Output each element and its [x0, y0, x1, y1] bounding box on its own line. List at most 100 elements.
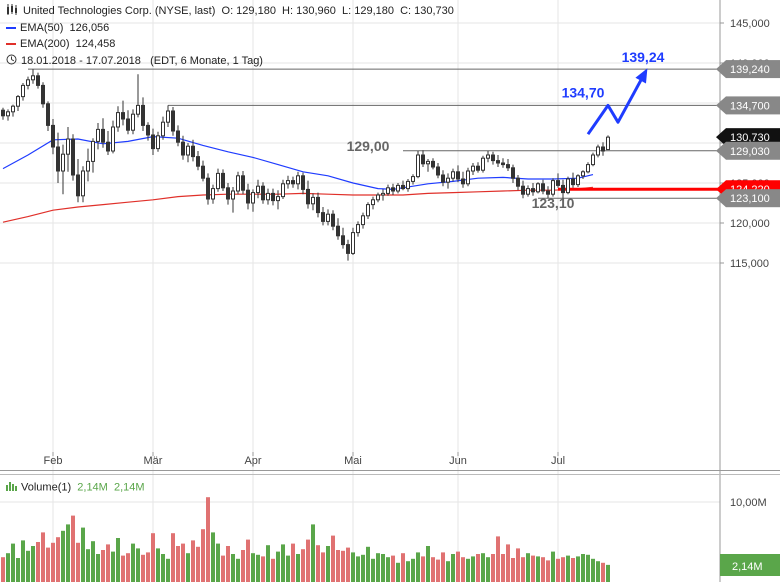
price-marker-box	[726, 141, 780, 160]
candle-body	[321, 212, 325, 222]
volume-bar	[41, 532, 45, 582]
clock-icon	[6, 54, 17, 68]
volume-bar	[106, 544, 110, 582]
volume-bar	[491, 554, 495, 582]
volume-bar	[451, 554, 455, 582]
price-annotations: 139,24 134,70 129,00 123,10	[347, 49, 665, 211]
candle-body	[161, 121, 165, 137]
candle-body	[591, 154, 595, 166]
candle-body	[121, 112, 125, 120]
price-marker-pointer	[716, 60, 726, 79]
candle-body	[331, 213, 335, 227]
volume-bar	[366, 546, 370, 582]
ema50-legend[interactable]: EMA(50) 126,056	[6, 22, 109, 34]
candle-body	[171, 110, 175, 132]
time-tick-label: Jun	[449, 455, 467, 467]
volume-current-label: 2,14M	[732, 561, 763, 573]
volume-bar	[71, 515, 75, 582]
volume-bars-icon	[6, 481, 17, 494]
candle-body	[111, 126, 115, 152]
projection-arrowhead	[635, 68, 648, 84]
volume-bar	[256, 554, 260, 582]
volume-bar	[191, 540, 195, 582]
ema50-label: EMA(50)	[20, 22, 64, 35]
volume-bar	[606, 564, 610, 582]
time-tick-label: Mär	[144, 455, 163, 467]
candle-body	[371, 199, 375, 206]
volume-bar	[506, 544, 510, 582]
volume-bar	[176, 546, 180, 582]
candle-body	[316, 196, 320, 214]
time-tick-label: Jul	[551, 455, 565, 467]
candle-body	[221, 172, 225, 189]
candle-body	[426, 160, 430, 165]
volume-bar	[211, 532, 215, 582]
candle-body	[526, 188, 530, 195]
candle-body	[366, 204, 370, 217]
candle-body	[276, 196, 280, 202]
volume-bar	[301, 549, 305, 582]
projection-path	[586, 71, 647, 136]
time-tick-label: Mai	[344, 455, 362, 467]
volume-bar	[181, 543, 185, 582]
candle-body	[456, 171, 460, 180]
volume-bar	[591, 558, 595, 582]
candle-body	[116, 112, 120, 128]
grid	[0, 0, 720, 582]
candle-body	[106, 141, 110, 152]
candle-body	[286, 180, 290, 185]
volume-bar	[326, 546, 330, 582]
volume-bar	[481, 553, 485, 582]
period-info: (EDT, 6 Monate, 1 Tag)	[150, 55, 263, 67]
candle-body	[326, 213, 330, 222]
volume-bar	[76, 542, 80, 582]
annotation-label: 139,24	[622, 49, 665, 65]
volume-bar	[361, 554, 365, 582]
price-marker-box	[726, 128, 780, 147]
price-marker-box	[726, 96, 780, 115]
price-marker-label: 130,730	[730, 132, 770, 144]
candle-body	[336, 225, 340, 237]
candle-body	[11, 105, 15, 113]
volume-bar	[226, 546, 230, 582]
volume-bar	[46, 547, 50, 582]
candle-body	[606, 136, 610, 151]
volume-bar	[501, 554, 505, 582]
price-marker-pointer	[716, 141, 726, 160]
candle-body	[381, 192, 385, 196]
candle-body	[91, 140, 95, 162]
candle-body	[226, 187, 230, 200]
volume-bar	[556, 558, 560, 582]
volume-bar	[541, 557, 545, 582]
volume-legend[interactable]: Volume(1) 2,14M 2,14M	[6, 481, 145, 494]
price-tick-label: 115,000	[730, 258, 769, 270]
volume-bar	[471, 556, 475, 582]
volume-bar	[166, 558, 170, 582]
volume-bar	[96, 554, 100, 582]
candle-body	[126, 118, 130, 131]
volume-bar	[6, 553, 10, 582]
volume-bar	[461, 557, 465, 582]
chart-type-icon[interactable]	[6, 4, 19, 18]
candle-body	[376, 194, 380, 201]
candle-body	[81, 170, 85, 197]
candle-body	[16, 96, 20, 107]
price-marker-pointer	[716, 189, 726, 208]
candle-body	[6, 111, 10, 117]
volume-bar	[1, 557, 5, 582]
ema200-legend[interactable]: EMA(200) 124,458	[6, 38, 115, 50]
volume-bar	[486, 557, 490, 582]
volume-bar	[101, 550, 105, 582]
volume-bar	[21, 540, 25, 582]
candle-body	[441, 174, 445, 183]
volume-bar	[581, 554, 585, 582]
candle-body	[386, 187, 390, 194]
volume-bar	[416, 552, 420, 582]
price-marker-label: 134,700	[730, 100, 770, 112]
candle-body	[521, 185, 525, 195]
candle-body	[476, 165, 480, 171]
volume-bar	[81, 527, 85, 582]
volume-label: Volume(1)	[21, 481, 72, 494]
candle-body	[291, 180, 295, 185]
volume-bar	[511, 558, 515, 582]
